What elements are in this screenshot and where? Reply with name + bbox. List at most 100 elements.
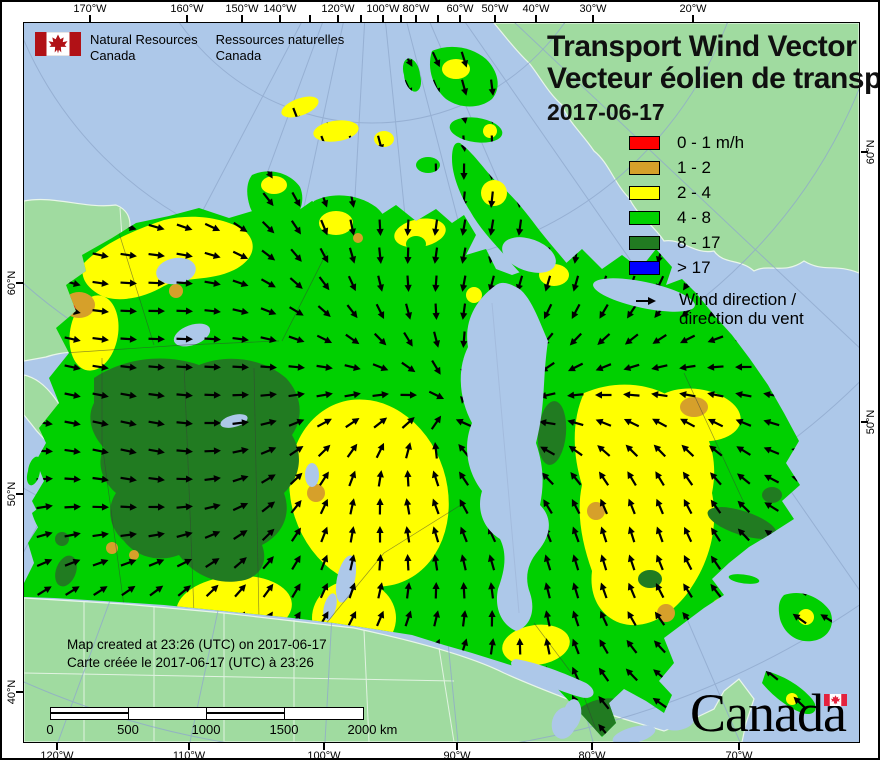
- bottom-tick: [456, 743, 458, 750]
- top-tick: [400, 15, 402, 22]
- left-tick: [16, 282, 23, 284]
- legend-label: 4 - 8: [677, 208, 712, 227]
- bottom-tick: [56, 743, 58, 750]
- longitude-label: 40°W: [522, 3, 550, 15]
- top-tick: [592, 15, 594, 22]
- title-en: Transport Wind Vector: [547, 30, 857, 63]
- top-tick: [415, 15, 417, 22]
- left-tick: [16, 493, 23, 495]
- longitude-label: 120°W: [40, 750, 74, 760]
- legend-swatch: [629, 161, 660, 175]
- longitude-label: 120°W: [321, 3, 355, 15]
- greenland: [493, 23, 859, 274]
- legend-label: 0 - 1 m/h: [677, 133, 745, 152]
- top-tick: [279, 15, 281, 22]
- top-tick: [360, 15, 362, 22]
- map-canvas: [23, 22, 860, 743]
- latitude-label: 50°N: [865, 409, 877, 435]
- logo-fr-line1: Ressources naturelles: [215, 32, 345, 47]
- longitude-label: 100°W: [307, 750, 341, 760]
- legend: 0 - 1 m/h 1 - 2 2 - 4 4 - 8 8 - 17 > 17: [629, 133, 745, 286]
- longitude-label: 160°W: [170, 3, 204, 15]
- wind-arrow-icon: [636, 297, 656, 305]
- created-fr: Carte créée le 2017-06-17 (UTC) à 23:26: [67, 655, 314, 670]
- latitude-label: 60°N: [865, 139, 877, 165]
- left-tick: [16, 691, 23, 693]
- legend-swatch: [629, 261, 660, 275]
- creation-timestamp: Map created at 23:26 (UTC) on 2017-06-17…: [67, 636, 327, 672]
- graticule-over-bay: [491, 302, 520, 614]
- nrcan-logo: Natural Resources Canada Ressources natu…: [34, 31, 362, 64]
- longitude-label: 20°W: [679, 3, 707, 15]
- legend-item: 1 - 2: [629, 158, 744, 177]
- legend-item: 4 - 8: [629, 208, 744, 227]
- top-tick: [337, 15, 339, 22]
- bottom-tick: [591, 743, 593, 750]
- top-tick: [459, 15, 461, 22]
- right-tick: [861, 151, 868, 153]
- longitude-label: 90°W: [443, 750, 471, 760]
- top-tick: [309, 15, 311, 22]
- wind-note-line1: Wind direction /: [679, 290, 797, 309]
- longitude-label: 170°W: [73, 3, 107, 15]
- longitude-label: 80°W: [578, 750, 606, 760]
- legend-item: 0 - 1 m/h: [629, 133, 745, 152]
- canada-wind-map: [24, 23, 859, 742]
- legend-item: 2 - 4: [629, 183, 744, 202]
- longitude-label: 140°W: [263, 3, 297, 15]
- legend-label: 1 - 2: [677, 158, 712, 177]
- top-tick: [437, 15, 439, 22]
- legend-swatch: [629, 186, 660, 200]
- scale-label: 2000: [347, 722, 377, 737]
- longitude-label: 50°W: [481, 3, 509, 15]
- created-en: Map created at 23:26 (UTC) on 2017-06-17: [67, 637, 327, 652]
- legend-label: 2 - 4: [677, 183, 712, 202]
- logo-fr-line2: Canada: [215, 48, 262, 63]
- longitude-label: 60°W: [446, 3, 474, 15]
- legend-item: 8 - 17: [629, 233, 744, 252]
- wordmark-flag-icon: [824, 693, 847, 711]
- right-tick: [861, 421, 868, 423]
- scale-label: 500: [117, 722, 139, 737]
- top-tick: [535, 15, 537, 22]
- top-tick: [692, 15, 694, 22]
- top-tick: [186, 15, 188, 22]
- logo-en-line1: Natural Resources: [90, 32, 198, 47]
- bottom-tick: [738, 743, 740, 750]
- legend-item: > 17: [629, 258, 744, 277]
- longitude-label: 30°W: [579, 3, 607, 15]
- longitude-label: 70°W: [725, 750, 753, 760]
- canada-wordmark: Canada: [690, 683, 847, 743]
- legend-swatch: [629, 211, 660, 225]
- great-lakes: [511, 659, 694, 742]
- scale-label: 0: [46, 722, 54, 737]
- bottom-tick: [323, 743, 325, 750]
- top-tick: [382, 15, 384, 22]
- legend-label: > 17: [677, 258, 711, 277]
- scale-bar-segments: [50, 707, 364, 720]
- legend-label: 8 - 17: [677, 233, 721, 252]
- longitude-label: 150°W: [225, 3, 259, 15]
- legend-swatch: [629, 236, 660, 250]
- scale-label: 1000: [191, 722, 221, 737]
- top-tick: [494, 15, 496, 22]
- wind-direction-note: Wind direction / direction du vent: [635, 290, 804, 328]
- scale-bar-labels: 0 500 1000 1500 2000 km: [46, 722, 397, 738]
- longitude-label: 80°W: [402, 3, 430, 15]
- latitude-label: 60°N: [6, 270, 18, 296]
- top-tick: [241, 15, 243, 22]
- canada-flag-icon: [34, 31, 82, 64]
- latitude-label: 40°N: [6, 679, 18, 705]
- wind-note-line2: direction du vent: [679, 309, 804, 328]
- scale-unit: km: [380, 722, 398, 737]
- title-fr: Vecteur éolien de transp: [547, 62, 880, 95]
- map-title: Transport Wind Vector Vecteur éolien de …: [547, 30, 880, 126]
- scale-label: 1500: [269, 722, 299, 737]
- legend-swatch: [629, 136, 660, 150]
- latitude-label: 50°N: [6, 481, 18, 507]
- bottom-tick: [188, 743, 190, 750]
- longitude-label: 100°W: [366, 3, 400, 15]
- scale-bar: 0 500 1000 1500 2000 km: [46, 707, 397, 738]
- top-tick: [89, 15, 91, 22]
